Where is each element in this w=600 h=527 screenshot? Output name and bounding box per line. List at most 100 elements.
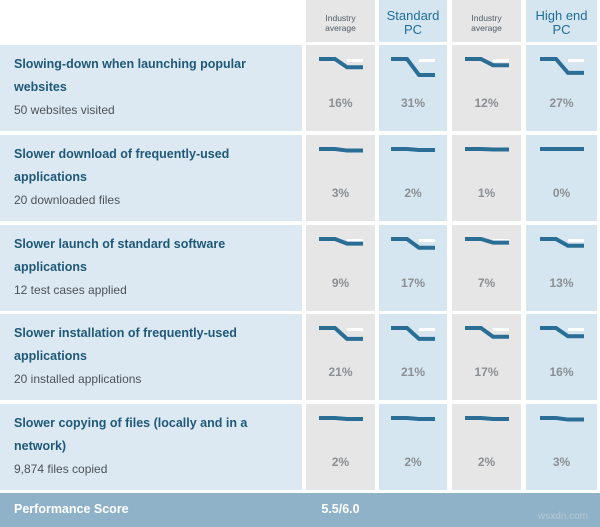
percent-value: 2% (477, 455, 496, 469)
sparkline-path (318, 147, 363, 153)
trend-sparkline (318, 57, 363, 70)
trend-sparkline (391, 147, 435, 153)
row-title: Slower installation of frequently-used ap… (14, 322, 302, 368)
sparkline-path (539, 416, 584, 422)
row-subtitle: 20 downloaded files (14, 193, 121, 207)
percent-value: 16% (328, 96, 353, 110)
sparkline-path (464, 416, 509, 422)
table-cell (526, 225, 597, 311)
table-cell (452, 314, 521, 400)
column-header: Industry average (306, 0, 375, 42)
trend-sparkline (464, 416, 509, 422)
row-title-line: applications (14, 349, 87, 363)
table-row (0, 225, 302, 311)
row-title: Slower download of frequently-used applic… (14, 143, 302, 189)
sparkline-path (464, 237, 509, 245)
column-header-line: High end (535, 8, 588, 23)
row-title-line: Slower download of frequently-used (14, 147, 230, 161)
trend-sparkline (539, 326, 584, 339)
row-title-line: websites (14, 80, 67, 94)
column-header-line: PC (403, 22, 423, 37)
trend-sparkline (464, 326, 509, 339)
watermark: wsxdn.com (538, 511, 589, 522)
sparkline-path (391, 326, 435, 341)
row-subtitle: 20 installed applications (14, 372, 142, 386)
sparkline-path (391, 57, 435, 77)
table-cell (526, 314, 597, 400)
row-title: Slowing-down when launching popular websi… (14, 53, 302, 99)
percent-value: 2% (404, 455, 422, 469)
trend-sparkline (391, 416, 435, 422)
percent-value: 21% (400, 365, 426, 379)
trend-sparkline (539, 416, 584, 422)
column-header-line: Industry (471, 13, 502, 23)
sparkline-path (464, 326, 509, 339)
trend-sparkline (464, 147, 509, 152)
trend-sparkline (391, 326, 435, 341)
performance-score-value: 5.5/6.0 (321, 502, 360, 516)
trend-sparkline (539, 57, 584, 75)
sparkline-path (391, 147, 435, 153)
column-header-line: Industry (325, 13, 356, 23)
percent-value: 9% (331, 276, 350, 290)
percent-value: 1% (477, 186, 496, 200)
trend-sparkline (464, 57, 509, 68)
table-cell (452, 45, 521, 131)
percent-value: 2% (331, 455, 350, 469)
trend-sparkline (318, 237, 363, 246)
table-cell (526, 45, 597, 131)
trend-sparkline (539, 237, 584, 248)
table-row (0, 135, 302, 221)
row-title-line: applications (14, 170, 87, 184)
row-subtitle: 12 test cases applied (14, 283, 127, 297)
trend-sparkline (318, 326, 363, 341)
sparkline-path (539, 57, 584, 75)
column-header: High end PC (526, 0, 597, 42)
percent-value: 3% (552, 455, 571, 469)
performance-score-label: Performance Score (14, 502, 129, 516)
percent-value: 2% (404, 186, 422, 200)
column-header: Standard PC (379, 0, 447, 42)
column-header-line: PC (552, 22, 571, 37)
row-title: Slower copying of files (locally and in … (14, 412, 302, 458)
trend-sparkline (318, 147, 363, 153)
table-cell (306, 314, 375, 400)
column-header-line: average (471, 23, 502, 33)
sparkline-path (318, 237, 363, 246)
column-header-line: average (325, 23, 356, 33)
trend-sparkline (391, 237, 435, 250)
sparkline-path (464, 147, 509, 152)
percent-value: 13% (549, 276, 574, 290)
trend-sparkline (391, 57, 435, 77)
percent-value: 0% (552, 186, 571, 200)
sparkline-path (539, 326, 584, 339)
percent-value: 12% (474, 96, 499, 110)
percent-value: 16% (549, 365, 574, 379)
row-title-line: Slower launch of standard software (14, 237, 226, 251)
table-cell (379, 225, 447, 311)
table-cell (306, 45, 375, 131)
sparkline-path (391, 416, 435, 422)
percent-value: 3% (331, 186, 350, 200)
row-title-line: Slowing-down when launching popular (14, 57, 246, 71)
sparkline-path (464, 57, 509, 68)
trend-sparkline (539, 147, 584, 151)
row-title-line: Slower copying of files (locally and in … (14, 416, 248, 430)
table-cell (379, 45, 447, 131)
sparkline-path (539, 237, 584, 248)
table-row (0, 45, 302, 131)
row-title-line: network) (14, 439, 67, 453)
table-row (0, 404, 302, 490)
sparkline-path (391, 237, 435, 250)
row-subtitle: 9,874 files copied (14, 462, 108, 476)
table-row (0, 314, 302, 400)
sparkline-path (318, 416, 363, 422)
table-cell (379, 314, 447, 400)
percent-value: 27% (549, 96, 574, 110)
percent-value: 21% (328, 365, 353, 379)
performance-score-bar (0, 493, 600, 527)
column-header: Industry average (452, 0, 521, 42)
percent-value: 7% (477, 276, 496, 290)
trend-sparkline (318, 416, 363, 422)
trend-sparkline (464, 237, 509, 245)
